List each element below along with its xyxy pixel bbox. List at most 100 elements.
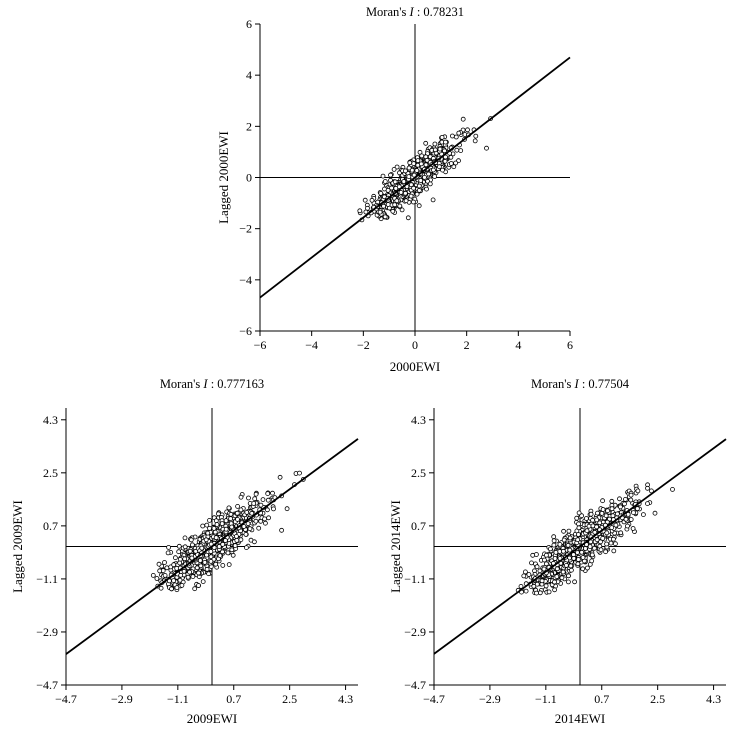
data-point	[219, 521, 225, 526]
data-point	[584, 516, 589, 521]
x-axis-label: 2000EWI	[390, 359, 441, 374]
data-point	[600, 498, 605, 504]
y-axis-label: Lagged 2000EWI	[216, 131, 231, 224]
x-tick-label: −1.1	[167, 692, 189, 706]
y-tick-label: 2.5	[43, 466, 58, 480]
chart-title: Moran's I : 0.777163	[160, 377, 264, 391]
title-prefix: Moran's	[160, 377, 204, 391]
x-tick-label: 6	[567, 338, 573, 352]
data-point	[199, 545, 205, 551]
data-point	[392, 179, 398, 185]
data-point	[251, 501, 257, 506]
data-point	[362, 197, 368, 203]
data-point	[552, 587, 557, 593]
data-point	[561, 548, 566, 554]
data-point	[187, 569, 193, 575]
data-point	[432, 147, 438, 153]
data-point	[166, 545, 172, 550]
data-point	[537, 590, 543, 596]
data-point	[552, 579, 557, 585]
data-point	[641, 512, 646, 517]
data-point	[442, 158, 448, 164]
data-point	[165, 550, 171, 556]
data-point	[179, 583, 185, 588]
regression-line	[65, 438, 359, 655]
x-tick-label: −4.7	[55, 692, 77, 706]
data-point	[162, 560, 167, 565]
data-point	[388, 172, 393, 178]
data-point	[297, 470, 302, 476]
data-point	[187, 548, 193, 554]
data-point	[603, 549, 608, 555]
data-point	[569, 567, 574, 573]
data-point	[196, 583, 201, 588]
data-point	[552, 556, 558, 561]
data-point	[576, 510, 582, 516]
data-point	[211, 526, 217, 531]
data-point	[465, 127, 470, 133]
data-point	[600, 536, 606, 541]
scatter-points	[515, 482, 675, 596]
data-point	[460, 116, 466, 122]
data-point	[613, 522, 619, 528]
x-tick-label: 4	[515, 338, 521, 352]
data-point	[215, 511, 221, 517]
data-point	[200, 579, 206, 584]
data-point	[416, 203, 422, 209]
data-point	[448, 161, 454, 166]
data-point	[603, 513, 609, 519]
data-point	[426, 171, 432, 177]
data-point	[523, 588, 529, 594]
data-point	[584, 528, 590, 534]
data-point	[451, 164, 457, 170]
data-point	[572, 579, 577, 585]
x-tick-label: −6	[254, 338, 267, 352]
data-point	[256, 525, 262, 531]
data-point	[357, 208, 363, 214]
data-point	[554, 574, 560, 579]
data-point	[253, 491, 259, 497]
data-point	[228, 516, 234, 521]
data-point	[156, 561, 162, 567]
data-point	[576, 557, 581, 562]
data-point	[399, 207, 405, 213]
data-point	[541, 566, 547, 572]
x-tick-label: 2.5	[282, 692, 297, 706]
y-tick-label: −2.9	[404, 625, 426, 639]
data-point	[608, 540, 614, 546]
data-point	[208, 559, 214, 564]
data-point	[234, 510, 240, 516]
data-point	[198, 563, 204, 569]
y-tick-label: 0	[246, 171, 252, 185]
x-tick-label: −2.9	[111, 692, 133, 706]
y-tick-label: 0.7	[411, 519, 426, 533]
data-point	[458, 148, 464, 154]
data-point	[401, 179, 407, 184]
data-point	[414, 168, 420, 173]
y-axis-label: Lagged 2014EWI	[388, 500, 403, 593]
data-point	[392, 202, 398, 208]
data-point	[592, 545, 597, 551]
data-point	[423, 162, 429, 168]
data-point	[223, 526, 229, 532]
data-point	[564, 563, 569, 568]
data-point	[243, 532, 249, 537]
data-point	[406, 165, 412, 171]
data-point	[551, 538, 557, 544]
data-point	[189, 542, 195, 548]
data-point	[566, 573, 571, 579]
data-point	[631, 510, 636, 515]
data-point	[265, 491, 271, 497]
data-point	[615, 511, 620, 517]
data-point	[628, 497, 634, 503]
data-point	[580, 555, 586, 560]
data-point	[213, 561, 219, 567]
data-point	[618, 504, 623, 510]
data-point	[251, 539, 257, 545]
y-tick-label: −2.9	[36, 625, 58, 639]
data-point	[229, 524, 235, 530]
title-value: : 0.77504	[579, 377, 630, 391]
data-point	[554, 566, 560, 572]
data-point	[576, 521, 581, 527]
data-point	[234, 538, 240, 543]
